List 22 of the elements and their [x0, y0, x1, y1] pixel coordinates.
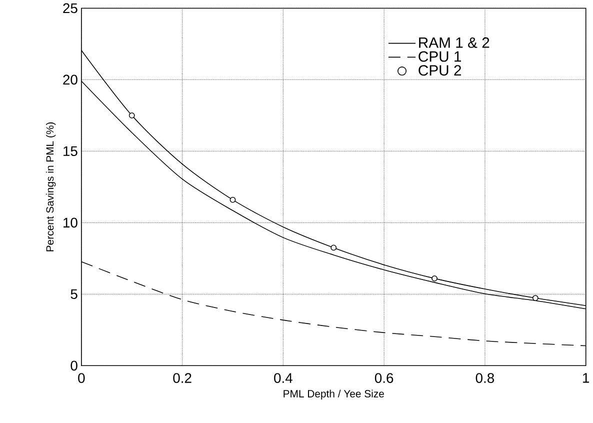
x-tick-label: 0.4 [274, 372, 292, 383]
point [532, 294, 538, 301]
x-tick-label: 0.6 [374, 372, 394, 383]
legend-label: CPU 1 [418, 51, 462, 62]
y-axis-title: Percent Savings in PML (%) [46, 122, 56, 252]
y-tick-label: 5 [70, 289, 78, 299]
x-tick-label: 1 [583, 373, 590, 383]
point [330, 244, 337, 251]
point [432, 275, 438, 282]
y-tick-label: 25 [63, 3, 78, 14]
x-tick-label: 0.2 [173, 372, 192, 383]
point [128, 112, 135, 118]
y-tick-label: 15 [64, 146, 78, 156]
y-tick-label: 20 [63, 74, 78, 84]
legend-label: CPU 2 [418, 64, 461, 76]
y-tick-label: 0 [70, 360, 78, 370]
x-tick-label: 0 [78, 372, 85, 383]
point [230, 196, 236, 203]
y-tick-label: 10 [64, 218, 78, 228]
legend-label: RAM 1 & 2 [419, 37, 490, 48]
x-tick-label: 0.8 [476, 372, 494, 383]
x-axis-title: PML Depth / Yee Size [284, 390, 384, 400]
